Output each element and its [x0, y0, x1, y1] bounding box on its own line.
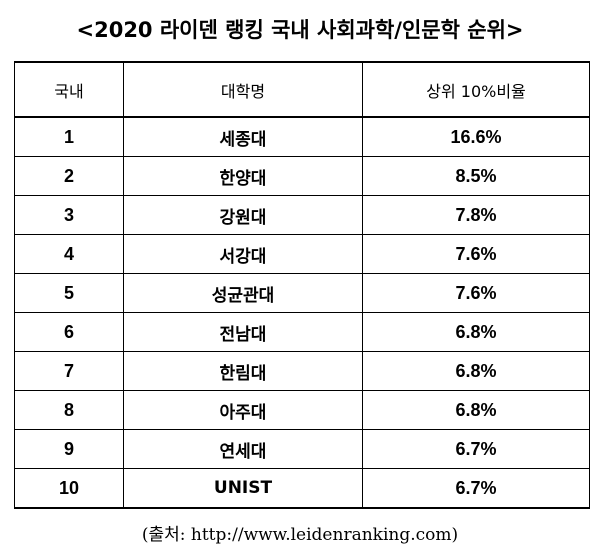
table-row: 6 전남대 6.8% — [14, 312, 590, 352]
university-cell: 세종대 — [123, 116, 363, 157]
ratio-cell: 6.8% — [362, 312, 590, 352]
rank-cell: 8 — [14, 390, 124, 430]
university-cell: 강원대 — [123, 195, 363, 235]
ratio-cell: 16.6% — [362, 116, 590, 157]
rank-cell: 6 — [14, 312, 124, 352]
table-row: 5 성균관대 7.6% — [14, 273, 590, 313]
rank-cell: 3 — [14, 195, 124, 235]
table-header-row: 국내 대학명 상위 10%비율 — [14, 61, 590, 118]
rank-cell: 10 — [14, 468, 124, 509]
ratio-cell: 8.5% — [362, 156, 590, 196]
ratio-cell: 6.8% — [362, 351, 590, 391]
table-row: 10 UNIST 6.7% — [14, 468, 590, 509]
header-university: 대학명 — [123, 61, 363, 118]
page-title: <2020 라이덴 랭킹 국내 사회과학/인문학 순위> — [76, 18, 524, 42]
ratio-cell: 6.7% — [362, 429, 590, 469]
rank-cell: 9 — [14, 429, 124, 469]
rank-cell: 7 — [14, 351, 124, 391]
table-row: 3 강원대 7.8% — [14, 195, 590, 235]
rank-cell: 5 — [14, 273, 124, 313]
university-cell: UNIST — [123, 468, 363, 509]
ratio-cell: 7.8% — [362, 195, 590, 235]
university-cell: 한림대 — [123, 351, 363, 391]
university-cell: 전남대 — [123, 312, 363, 352]
university-cell: 연세대 — [123, 429, 363, 469]
header-rank: 국내 — [14, 61, 124, 118]
ratio-cell: 6.7% — [362, 468, 590, 509]
ranking-table: 국내 대학명 상위 10%비율 1 세종대 16.6% 2 한양대 8.5% 3… — [14, 61, 590, 509]
rank-cell: 4 — [14, 234, 124, 274]
rank-cell: 2 — [14, 156, 124, 196]
university-cell: 아주대 — [123, 390, 363, 430]
ratio-cell: 6.8% — [362, 390, 590, 430]
university-cell: 서강대 — [123, 234, 363, 274]
header-ratio: 상위 10%비율 — [362, 61, 590, 118]
ratio-cell: 7.6% — [362, 234, 590, 274]
source-caption: (출처: http://www.leidenranking.com) — [141, 525, 459, 545]
rank-cell: 1 — [14, 116, 124, 157]
table-row: 1 세종대 16.6% — [14, 116, 590, 157]
table-row: 7 한림대 6.8% — [14, 351, 590, 391]
table-row: 8 아주대 6.8% — [14, 390, 590, 430]
ratio-cell: 7.6% — [362, 273, 590, 313]
university-cell: 한양대 — [123, 156, 363, 196]
table-row: 4 서강대 7.6% — [14, 234, 590, 274]
university-cell: 성균관대 — [123, 273, 363, 313]
table-row: 2 한양대 8.5% — [14, 156, 590, 196]
table-row: 9 연세대 6.7% — [14, 429, 590, 469]
